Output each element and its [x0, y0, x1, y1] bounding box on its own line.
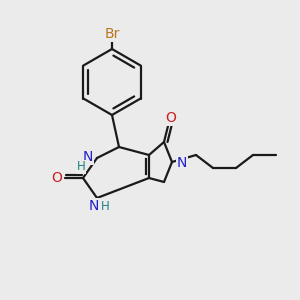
Text: O: O [52, 171, 62, 185]
Text: Br: Br [104, 27, 120, 41]
Text: N: N [89, 199, 99, 213]
Text: H: H [100, 200, 109, 212]
Text: H: H [76, 160, 85, 173]
Text: O: O [166, 111, 176, 125]
Text: N: N [83, 150, 93, 164]
Text: N: N [177, 156, 187, 170]
